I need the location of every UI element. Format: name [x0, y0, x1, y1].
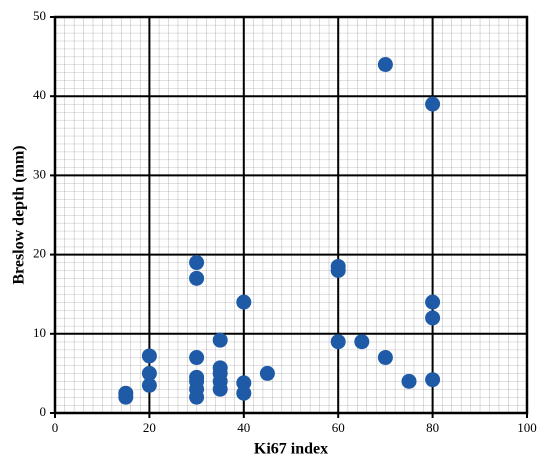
point: [259, 365, 275, 381]
point: [425, 310, 441, 326]
point: [236, 385, 252, 401]
x-axis-title: Ki67 index: [254, 441, 328, 458]
x-tick-label: 20: [143, 420, 156, 435]
minor-grid: [55, 17, 527, 413]
point: [330, 334, 346, 350]
point: [141, 348, 157, 364]
point: [118, 389, 134, 405]
point: [425, 96, 441, 112]
plot-frame: [53, 15, 529, 415]
point: [236, 375, 252, 391]
point: [330, 262, 346, 278]
point: [141, 365, 157, 381]
point: [377, 350, 393, 366]
point: [401, 373, 417, 389]
point: [212, 332, 228, 348]
y-tick-label: 40: [33, 87, 46, 102]
y-tick-label: 50: [33, 8, 46, 23]
y-tick-label: 0: [40, 404, 47, 419]
point: [236, 294, 252, 310]
point: [141, 377, 157, 393]
x-tick-label: 60: [332, 420, 345, 435]
y-tick-label: 30: [33, 166, 46, 181]
point: [189, 270, 205, 286]
y-tick-label: 10: [33, 325, 46, 340]
point: [189, 255, 205, 271]
point: [189, 350, 205, 366]
point: [212, 381, 228, 397]
point: [377, 57, 393, 73]
y-tick-label: 20: [33, 246, 46, 261]
x-tick-label: 0: [52, 420, 59, 435]
x-tick-label: 100: [517, 420, 537, 435]
point: [354, 334, 370, 350]
x-tick-label: 40: [237, 420, 250, 435]
point: [189, 389, 205, 405]
point: [425, 372, 441, 388]
y-axis-title: Breslow depth (mm): [11, 145, 28, 284]
point: [425, 294, 441, 310]
x-tick-label: 80: [426, 420, 439, 435]
